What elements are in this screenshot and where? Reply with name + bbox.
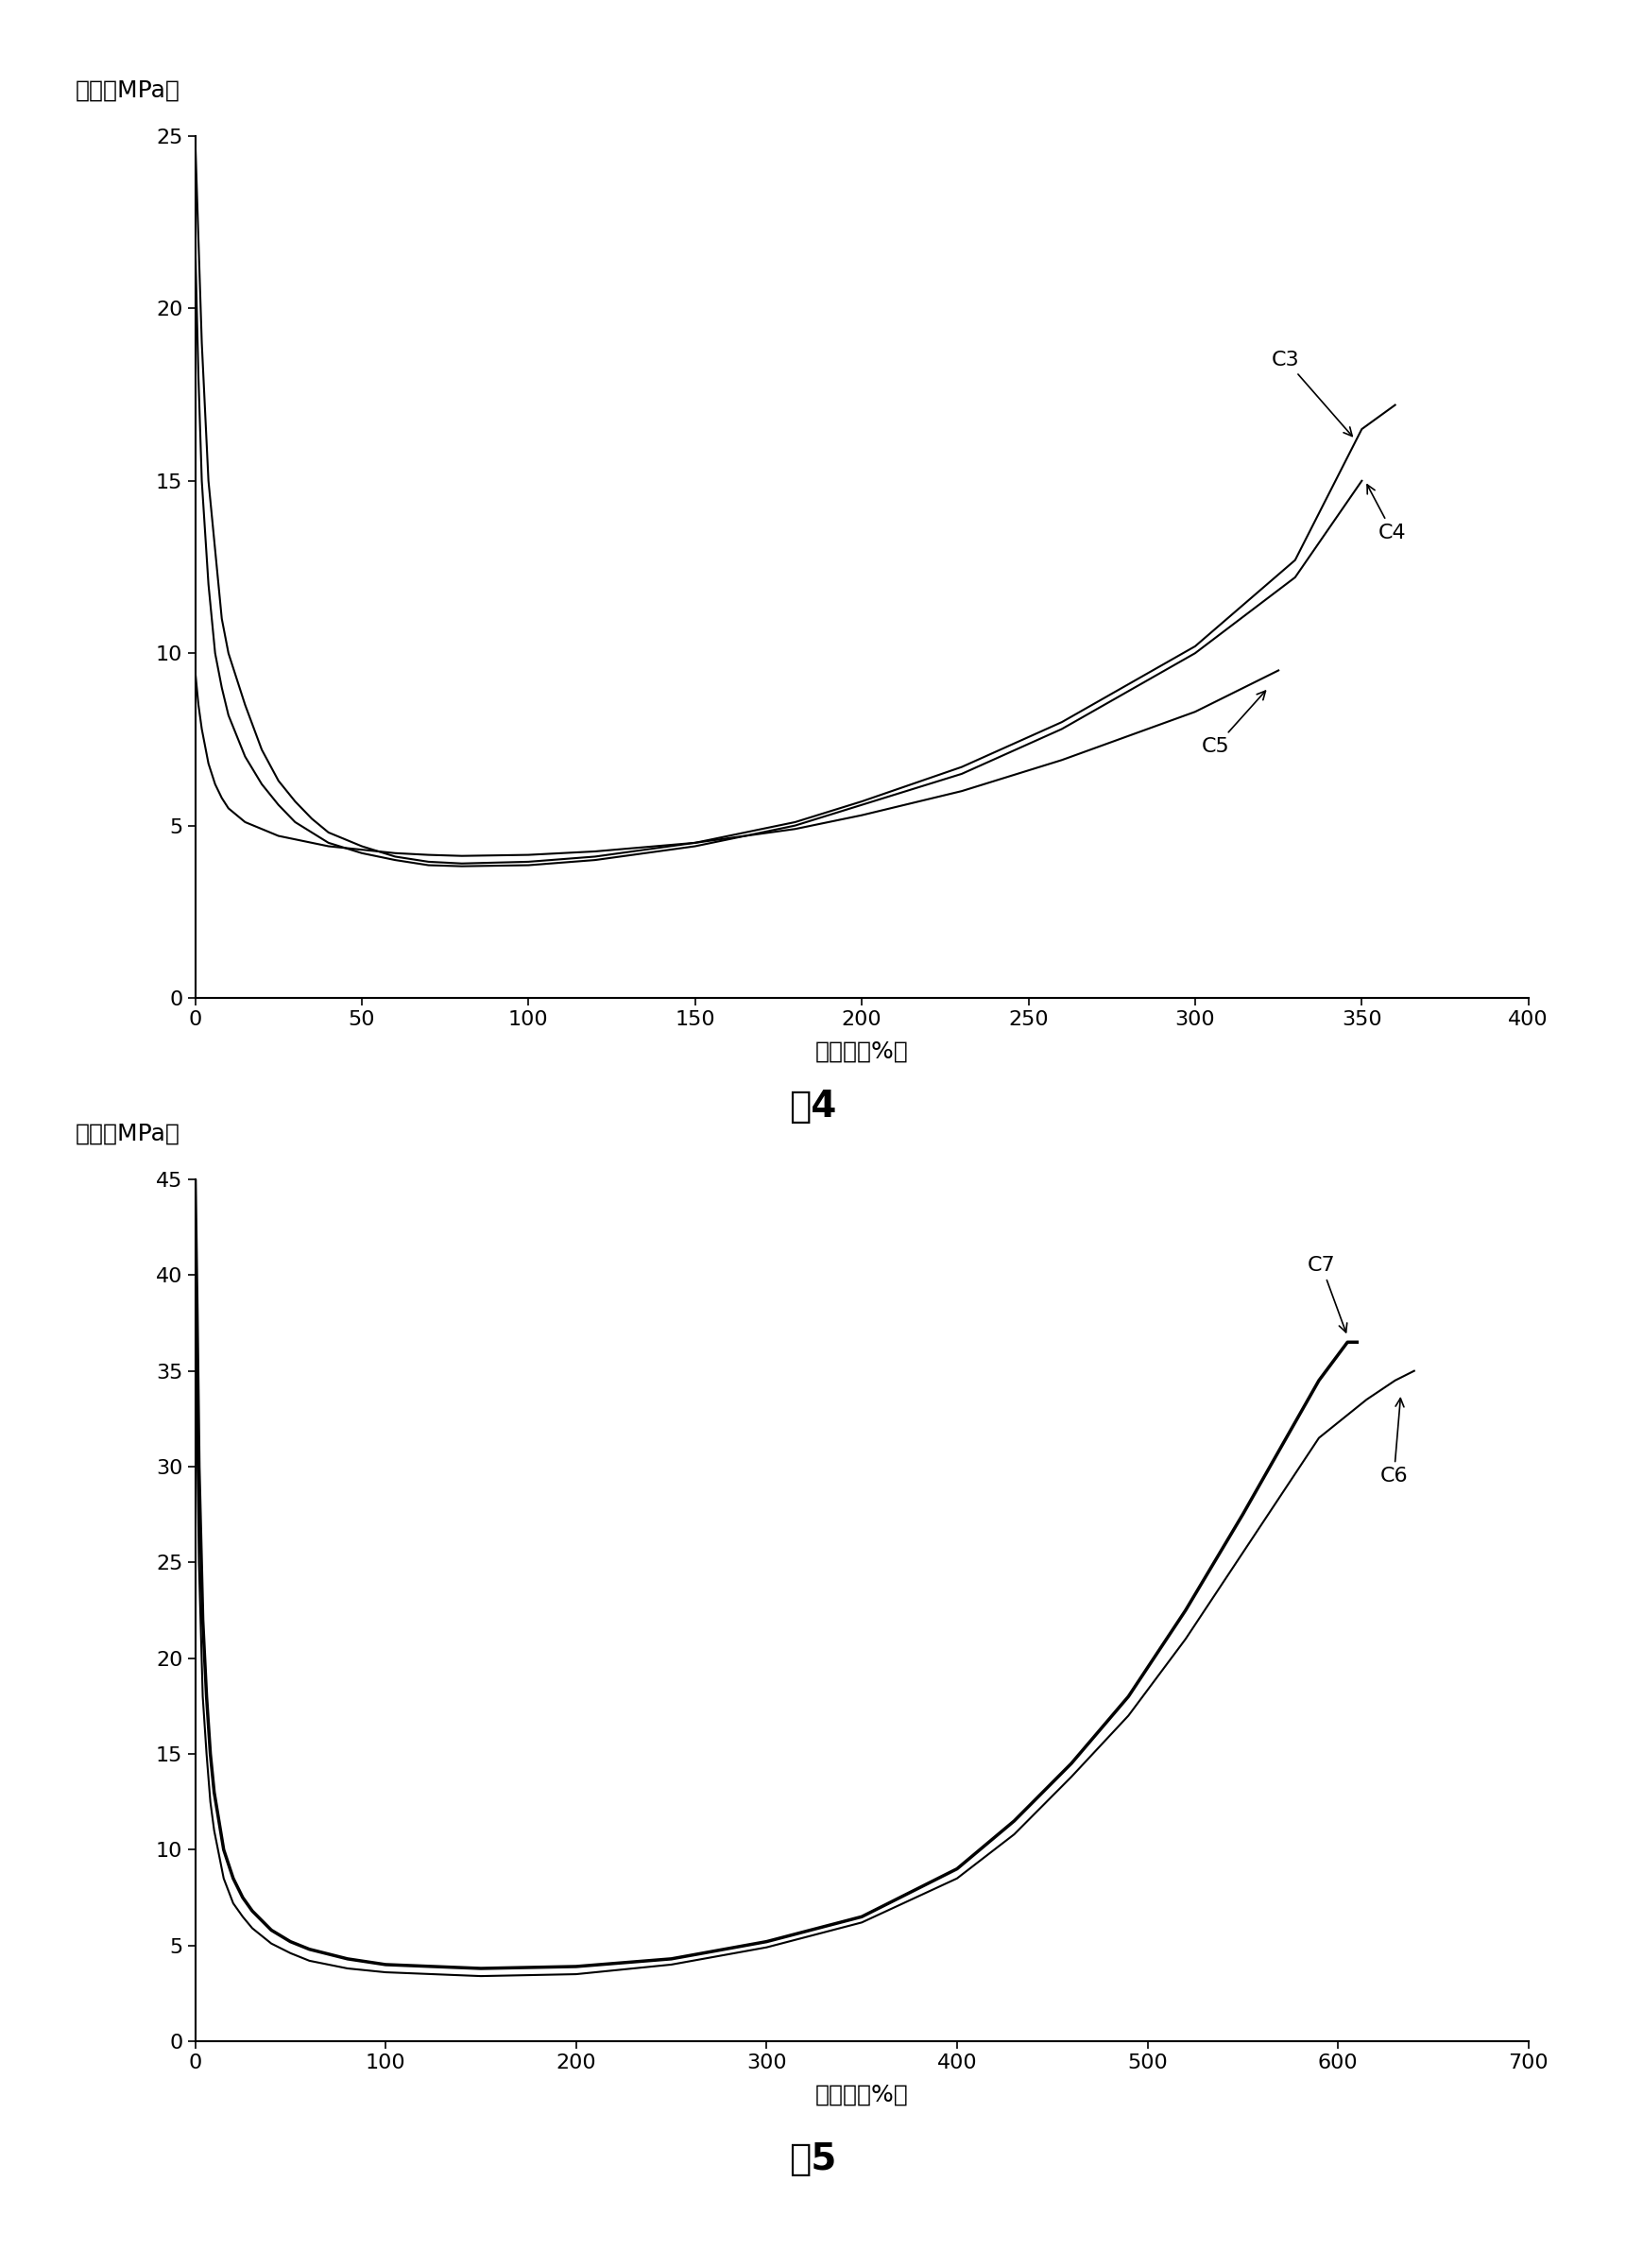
Text: 模量（MPa）: 模量（MPa） bbox=[75, 1123, 180, 1145]
Text: C3: C3 bbox=[1272, 352, 1353, 435]
Text: 模量（MPa）: 模量（MPa） bbox=[75, 79, 180, 102]
X-axis label: 伸长率（%）: 伸长率（%） bbox=[815, 1039, 909, 1061]
Text: C6: C6 bbox=[1380, 1399, 1408, 1486]
Text: C7: C7 bbox=[1307, 1256, 1346, 1331]
Text: C5: C5 bbox=[1202, 692, 1265, 755]
Text: 图4: 图4 bbox=[789, 1089, 837, 1125]
Text: 图5: 图5 bbox=[789, 2141, 837, 2177]
Text: C4: C4 bbox=[1367, 485, 1406, 542]
X-axis label: 伸长率（%）: 伸长率（%） bbox=[815, 2082, 909, 2105]
